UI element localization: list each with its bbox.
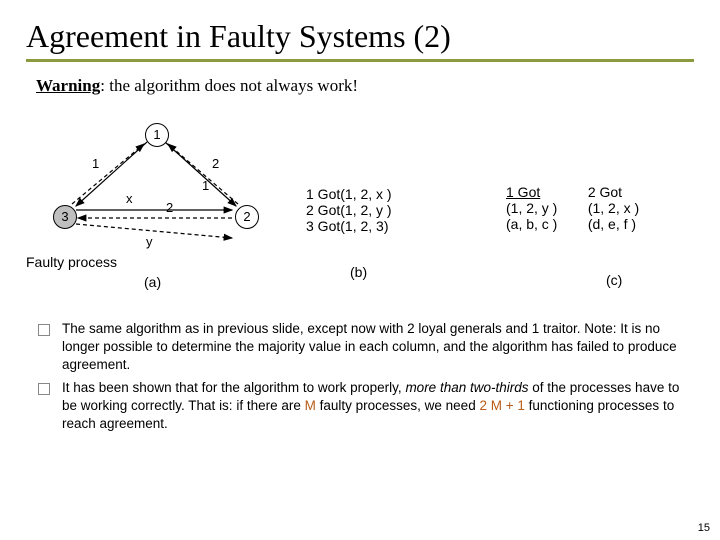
panel-b: 1 Got(1, 2, x ) 2 Got(1, 2, y ) 3 Got(1,…: [306, 186, 392, 250]
edge-label-2top: 2: [166, 200, 173, 215]
bullet-list: The same algorithm as in previous slide,…: [36, 320, 684, 433]
slide-title: Agreement in Faulty Systems (2): [26, 18, 694, 55]
node-1: 1: [145, 123, 169, 147]
warning-text: : the algorithm does not always work!: [100, 76, 358, 95]
bullet-2: It has been shown that for the algorithm…: [36, 379, 684, 434]
edge-label-1-2: 2: [212, 156, 219, 171]
panel-c-col1-head: 1 Got: [506, 184, 557, 200]
panel-c-caption: (c): [606, 272, 622, 288]
figure-row: 1 2 3 1 2 x 2 1 y Faulty process (a) 1 G…: [26, 106, 694, 306]
warning-line: Warning: the algorithm does not always w…: [36, 76, 694, 96]
panel-c-col2-l1: (1, 2, x ): [588, 200, 639, 216]
edge-label-y: y: [146, 234, 153, 249]
page-number: 15: [698, 522, 710, 534]
edge-label-x: x: [126, 191, 133, 206]
panel-c-col2-head: 2 Got: [588, 184, 639, 200]
bullet-marker-icon: [38, 324, 50, 336]
panel-b-line-2: 2 Got(1, 2, y ): [306, 202, 392, 218]
panel-c-col1: 1 Got (1, 2, y ) (a, b, c ): [506, 184, 557, 232]
panel-c-col1-l2: (a, b, c ): [506, 216, 557, 232]
bullet-1-text: The same algorithm as in previous slide,…: [62, 320, 684, 375]
node-2: 2: [235, 205, 259, 229]
title-rule: [26, 59, 694, 62]
slide: Agreement in Faulty Systems (2) Warning:…: [0, 0, 720, 540]
node-3-faulty: 3: [53, 205, 77, 229]
edge-label-2bot: 1: [202, 178, 209, 193]
bullet-1: The same algorithm as in previous slide,…: [36, 320, 684, 375]
panel-c: 1 Got (1, 2, y ) (a, b, c ) 2 Got (1, 2,…: [506, 184, 665, 232]
panel-b-line-3: 3 Got(1, 2, 3): [306, 218, 392, 234]
warning-label: Warning: [36, 76, 100, 95]
panel-c-col2: 2 Got (1, 2, x ) (d, e, f ): [588, 184, 639, 232]
faulty-caption: Faulty process: [26, 254, 117, 270]
panel-c-col1-l1: (1, 2, y ): [506, 200, 557, 216]
panel-a: 1 2 3 1 2 x 2 1 y Faulty process (a): [26, 106, 286, 306]
edge-label-1-3: 1: [92, 156, 99, 171]
panel-b-caption: (b): [350, 264, 436, 280]
bullet-2-text: It has been shown that for the algorithm…: [62, 379, 684, 434]
bullet-marker-icon: [38, 383, 50, 395]
panel-b-line-1: 1 Got(1, 2, x ): [306, 186, 392, 202]
panel-a-caption: (a): [144, 274, 161, 290]
panel-c-col2-l2: (d, e, f ): [588, 216, 639, 232]
